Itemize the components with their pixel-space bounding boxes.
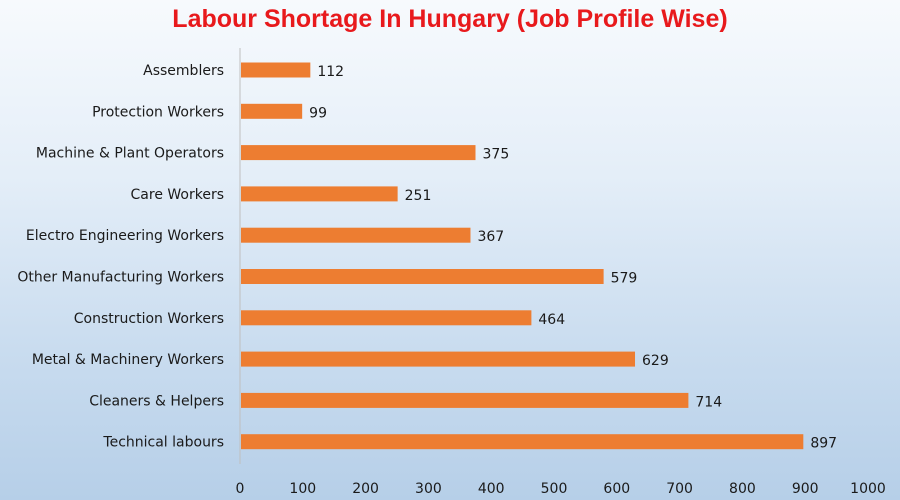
bar (241, 269, 604, 284)
x-tick-label: 600 (603, 481, 630, 497)
x-tick-label: 700 (666, 481, 693, 497)
bar (241, 392, 689, 408)
data-label: 112 (317, 64, 344, 80)
category-label: Assemblers (143, 63, 224, 79)
x-tick-label: 100 (289, 481, 316, 497)
chart-title: Labour Shortage In Hungary (Job Profile … (172, 5, 728, 33)
bar (241, 434, 804, 450)
category-label: Other Manufacturing Workers (17, 270, 224, 286)
bar (241, 227, 471, 243)
data-label: 99 (309, 105, 327, 121)
data-label: 251 (405, 188, 432, 204)
x-tick-label: 500 (541, 481, 568, 497)
data-label: 464 (538, 312, 565, 328)
bar (241, 351, 636, 367)
data-label: 367 (477, 229, 504, 245)
category-label: Cleaners & Helpers (89, 393, 224, 409)
category-label: Electro Engineering Workers (26, 228, 224, 244)
category-label: Construction Workers (74, 311, 224, 327)
bar (241, 145, 476, 161)
bar (241, 103, 303, 119)
x-tick-label: 800 (729, 481, 756, 497)
category-label: Machine & Plant Operators (36, 146, 224, 162)
bar (241, 62, 311, 78)
data-label: 579 (611, 271, 638, 287)
data-label: 897 (810, 436, 837, 452)
x-tick-label: 300 (415, 481, 442, 497)
category-label: Care Workers (131, 187, 224, 203)
data-label: 629 (642, 353, 669, 369)
bar (241, 310, 532, 326)
data-label: 375 (483, 147, 510, 163)
x-tick-label: 400 (478, 481, 505, 497)
bar (241, 186, 398, 202)
x-tick-label: 900 (792, 481, 819, 497)
x-tick-label: 0 (236, 481, 245, 497)
category-label: Protection Workers (92, 104, 224, 120)
data-label: 714 (695, 394, 722, 410)
x-tick-label: 200 (352, 481, 379, 497)
category-label: Technical labours (102, 435, 224, 451)
category-label: Metal & Machinery Workers (32, 352, 224, 368)
x-tick-label: 1000 (850, 481, 886, 497)
